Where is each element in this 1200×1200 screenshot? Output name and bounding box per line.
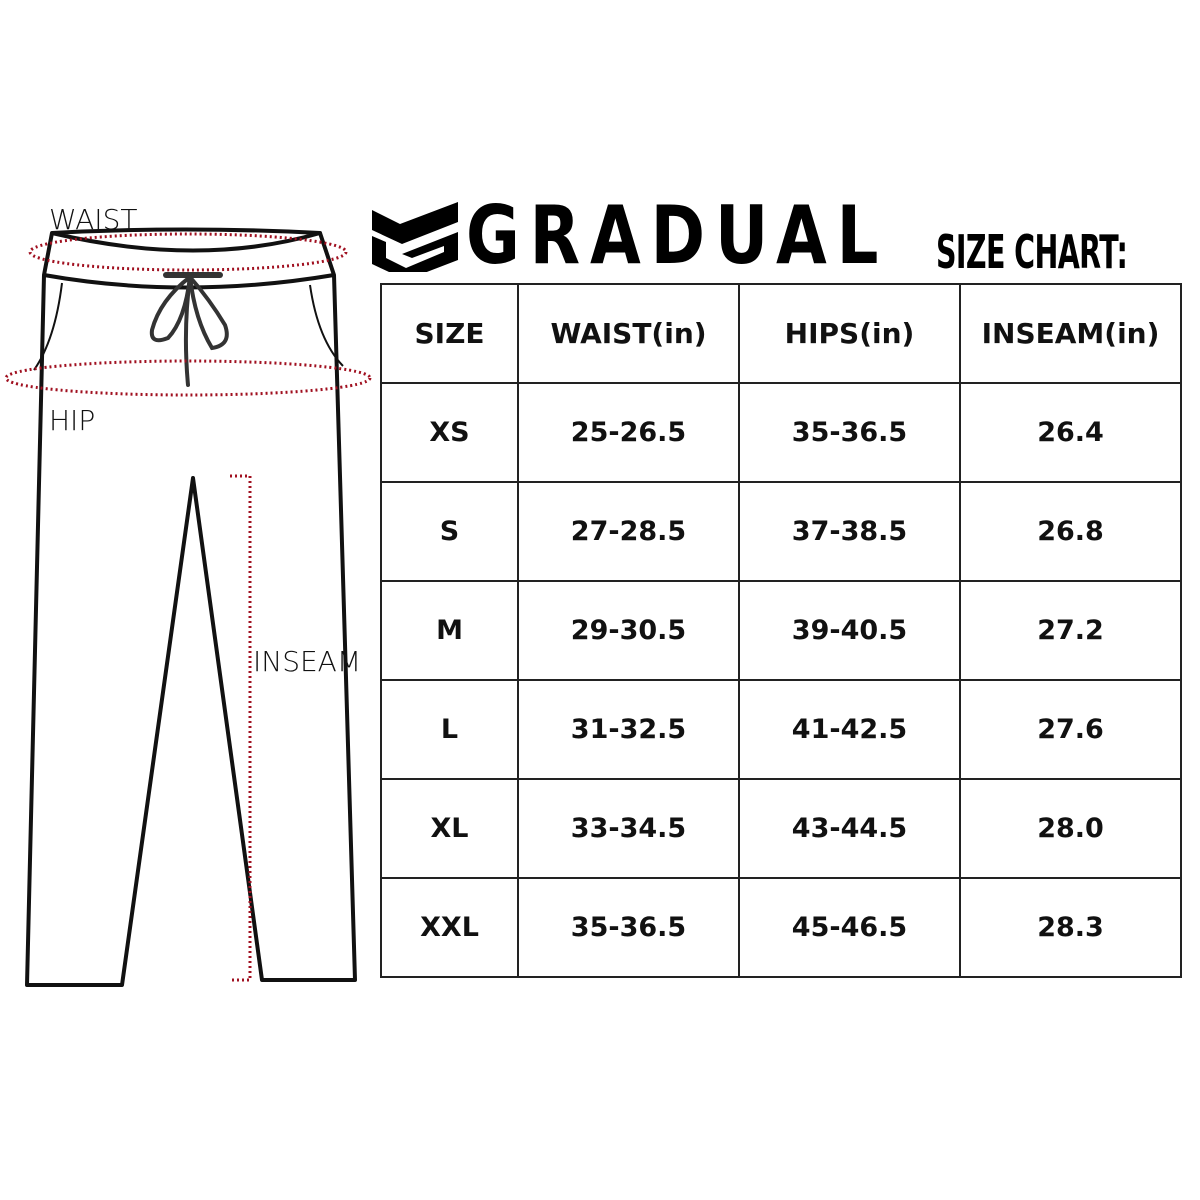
table-header-row: SIZE WAIST(in) HIPS(in) INSEAM(in) <box>380 283 1182 384</box>
cell-size: XL <box>380 778 519 879</box>
cell-waist: 33-34.5 <box>517 778 740 879</box>
brand-name: GRADUAL <box>466 189 889 282</box>
hip-measure <box>4 359 372 397</box>
cell-hips: 35-36.5 <box>738 382 961 483</box>
brand-header: GRADUAL SIZE CHART: <box>372 189 1200 282</box>
cell-hips: 39-40.5 <box>738 580 961 681</box>
drawstring-icon <box>149 272 229 387</box>
inseam-label: INSEAM <box>253 645 361 678</box>
pants-outline <box>25 232 357 987</box>
cell-inseam: 28.0 <box>959 778 1182 879</box>
cell-size: L <box>380 679 519 780</box>
inseam-measure <box>230 474 252 982</box>
cell-inseam: 28.3 <box>959 877 1182 978</box>
cell-hips: 41-42.5 <box>738 679 961 780</box>
waist-label: WAIST <box>49 203 138 236</box>
cell-waist: 35-36.5 <box>517 877 740 978</box>
cell-waist: 27-28.5 <box>517 481 740 582</box>
cell-hips: 45-46.5 <box>738 877 961 978</box>
table-row: XS 25-26.5 35-36.5 26.4 <box>380 382 1182 483</box>
table-row: M 29-30.5 39-40.5 27.2 <box>380 580 1182 681</box>
table-row: XL 33-34.5 43-44.5 28.0 <box>380 778 1182 879</box>
pocket-left <box>33 282 63 371</box>
cell-inseam: 27.6 <box>959 679 1182 780</box>
waist-measure <box>28 232 348 272</box>
cell-size: S <box>380 481 519 582</box>
hip-label: HIP <box>49 404 96 437</box>
cell-inseam: 27.2 <box>959 580 1182 681</box>
table-row: XXL 35-36.5 45-46.5 28.3 <box>380 877 1182 978</box>
g-shield-logo-icon <box>372 202 458 272</box>
cell-waist: 31-32.5 <box>517 679 740 780</box>
table-row: L 31-32.5 41-42.5 27.6 <box>380 679 1182 780</box>
header-inseam: INSEAM(in) <box>959 283 1182 384</box>
table-row: S 27-28.5 37-38.5 26.8 <box>380 481 1182 582</box>
cell-hips: 37-38.5 <box>738 481 961 582</box>
cell-size: XXL <box>380 877 519 978</box>
cell-inseam: 26.4 <box>959 382 1182 483</box>
header-hips: HIPS(in) <box>738 283 961 384</box>
pants-diagram <box>4 227 372 987</box>
cell-hips: 43-44.5 <box>738 778 961 879</box>
cell-size: XS <box>380 382 519 483</box>
cell-inseam: 26.8 <box>959 481 1182 582</box>
cell-waist: 29-30.5 <box>517 580 740 681</box>
pocket-right <box>309 284 344 367</box>
size-table: SIZE WAIST(in) HIPS(in) INSEAM(in) XS 25-… <box>380 283 1182 978</box>
header-waist: WAIST(in) <box>517 283 740 384</box>
cell-waist: 25-26.5 <box>517 382 740 483</box>
size-chart-title: SIZE CHART: <box>936 225 1128 279</box>
header-size: SIZE <box>380 283 519 384</box>
cell-size: M <box>380 580 519 681</box>
